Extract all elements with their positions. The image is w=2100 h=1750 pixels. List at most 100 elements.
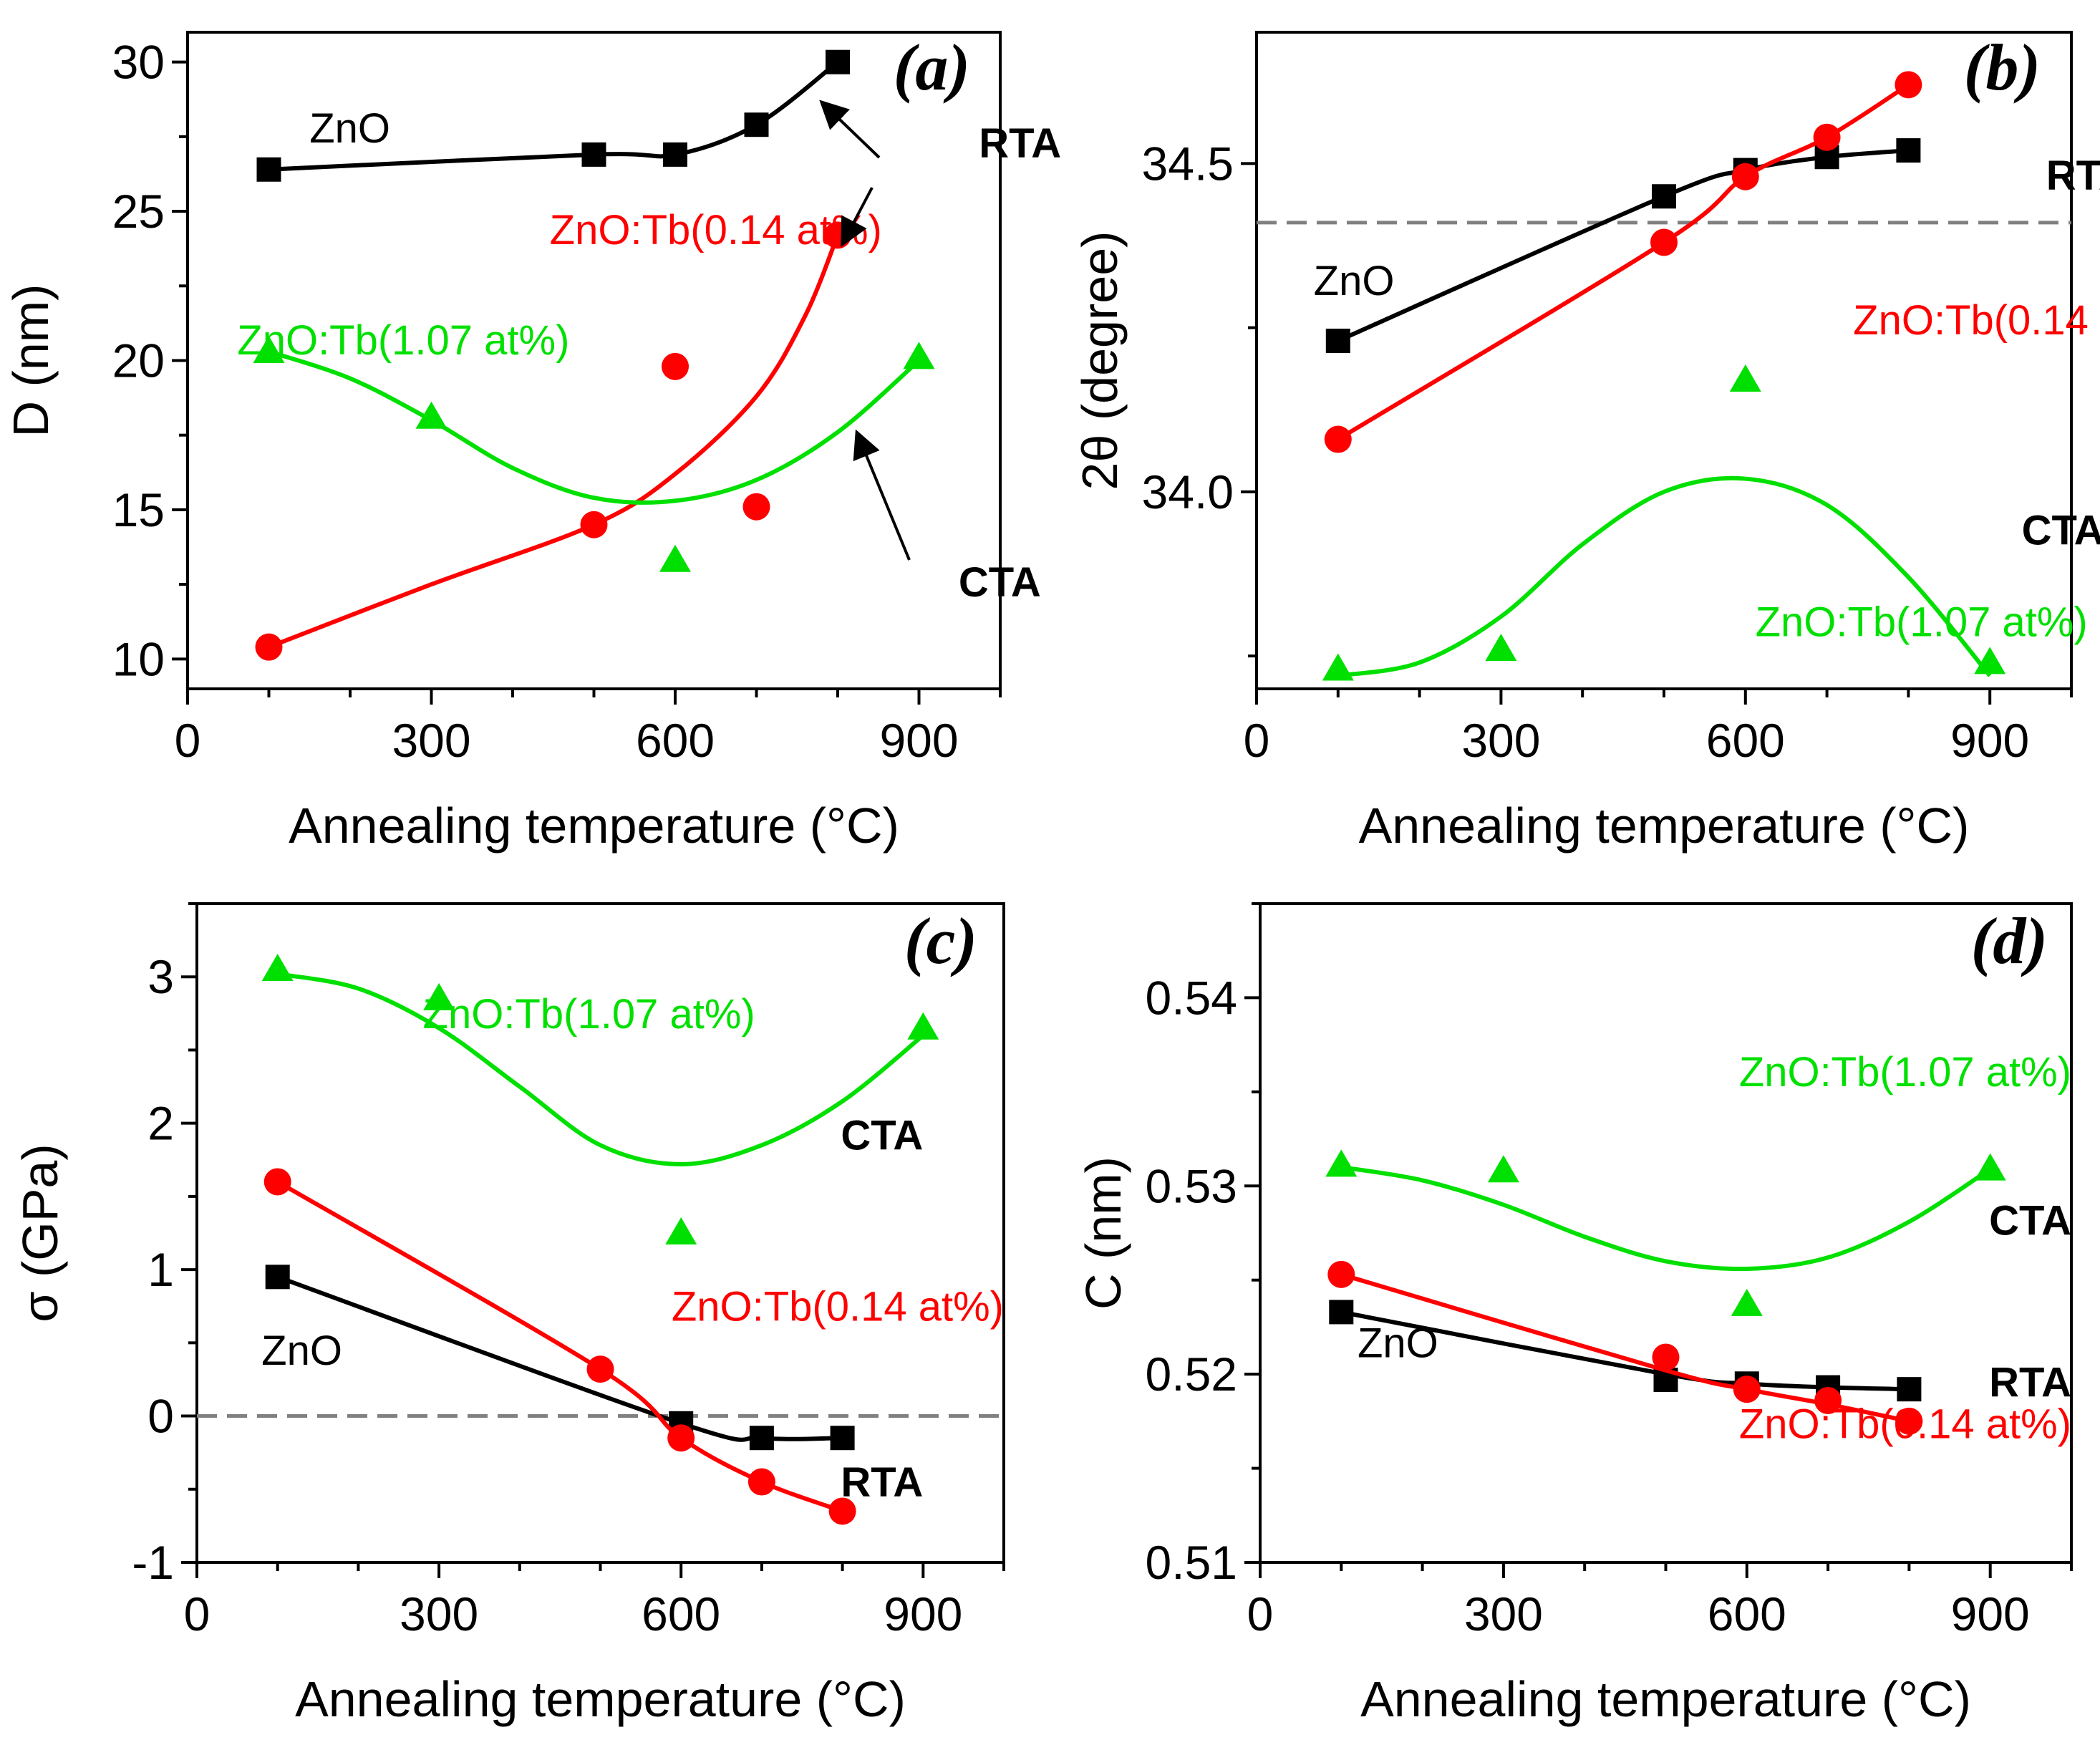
data-point xyxy=(828,1497,856,1525)
y-axis-title: 2θ (degree) xyxy=(1072,231,1128,490)
data-point xyxy=(742,493,770,521)
annotation-rta: RTA xyxy=(2046,153,2100,199)
data-point xyxy=(1652,1343,1680,1371)
data-point xyxy=(1325,1149,1358,1177)
annotation-cta: CTA xyxy=(1989,1198,2071,1244)
y-tick-label: 3 xyxy=(147,950,174,1003)
series-line xyxy=(1337,475,1992,678)
panel-b: 0 300 600 900 34.0 34.5 Annealing temperature … xyxy=(1072,31,2100,854)
x-tick-label: 300 xyxy=(1464,1587,1543,1640)
data-point xyxy=(744,112,769,137)
data-point xyxy=(1814,1386,1842,1414)
annotation-rta: RTA xyxy=(979,120,1061,167)
data-point xyxy=(1327,1260,1355,1288)
annotation-cta: CTA xyxy=(2022,507,2100,553)
data-point xyxy=(1895,1407,1923,1435)
annotation-zno-tb-1-07-at: ZnO:Tb(1.07 at%) xyxy=(237,317,569,364)
x-tick-label: 300 xyxy=(400,1587,478,1640)
data-point xyxy=(1895,71,1922,99)
data-point xyxy=(667,1424,695,1452)
annotation-zno: ZnO xyxy=(261,1328,342,1374)
annotation-rta: RTA xyxy=(841,1459,923,1506)
data-point xyxy=(1974,647,2006,675)
x-tick-label: 0 xyxy=(1247,1587,1274,1640)
series-line xyxy=(1337,148,1909,343)
y-tick-label: 0.54 xyxy=(1146,971,1237,1024)
series-zno-tb-0-14-at xyxy=(1327,1260,1923,1435)
data-point xyxy=(1974,1153,2006,1181)
panel-label: (c) xyxy=(904,904,977,977)
x-tick-label: 0 xyxy=(1244,714,1270,767)
data-point xyxy=(907,1012,939,1040)
plot-frame xyxy=(1255,31,2073,690)
data-point xyxy=(265,1265,290,1290)
data-point xyxy=(659,544,691,572)
data-point xyxy=(903,342,935,369)
series-zno-tb-1-07-at xyxy=(253,335,935,572)
x-axis-title: Annealing temperature (°C) xyxy=(1359,798,1970,854)
data-point xyxy=(1325,328,1350,353)
data-point xyxy=(586,1355,614,1383)
annotation-rta: RTA xyxy=(1989,1360,2071,1406)
data-point xyxy=(1731,163,1759,190)
data-point xyxy=(749,1426,774,1451)
data-point xyxy=(261,954,294,981)
annotation-zno-tb-0-14-at: ZnO:Tb(0.14 at%) xyxy=(1739,1401,2071,1448)
x-tick-label: 600 xyxy=(1706,714,1785,767)
data-point xyxy=(1652,184,1676,209)
y-tick-label: 15 xyxy=(112,483,165,536)
x-tick-label: 0 xyxy=(184,1587,211,1640)
data-point xyxy=(1324,425,1352,453)
annotation-zno: ZnO xyxy=(1314,258,1395,304)
data-point xyxy=(747,1468,775,1496)
x-tick-label: 300 xyxy=(392,714,470,767)
x-axis-title: Annealing temperature (°C) xyxy=(289,798,899,854)
data-point xyxy=(1322,653,1354,681)
annotation-zno-tb-1-07-at: ZnO:Tb(1.07 at%) xyxy=(423,991,755,1038)
x-tick-label: 900 xyxy=(879,714,958,767)
series-line xyxy=(268,60,839,172)
series-line xyxy=(1340,1165,1992,1272)
annotation-cta: CTA xyxy=(959,559,1041,606)
y-tick-label: 30 xyxy=(112,36,165,89)
series-line xyxy=(268,234,840,649)
y-axis-title: C (nm) xyxy=(1075,1156,1131,1310)
panel-label: (b) xyxy=(1964,31,2041,104)
panel-label: (a) xyxy=(894,31,970,104)
data-point xyxy=(580,511,608,538)
x-tick-label: 300 xyxy=(1461,714,1540,767)
series-zno-tb-1-07-at xyxy=(261,954,939,1244)
y-tick-label: 34.0 xyxy=(1142,465,1234,518)
annotation-cta: CTA xyxy=(841,1112,923,1159)
y-axis-title: D (nm) xyxy=(3,284,59,438)
y-tick-label: 1 xyxy=(147,1243,174,1296)
data-point xyxy=(1329,1300,1354,1325)
y-tick-label: 2 xyxy=(147,1097,174,1150)
x-tick-label: 0 xyxy=(175,714,201,767)
data-point xyxy=(1485,633,1517,661)
series-zno xyxy=(256,49,850,182)
annotation-zno-tb-1-07-at: ZnO:Tb(1.07 at%) xyxy=(1756,599,2088,646)
annotation-zno-tb-0-14-at: ZnO:Tb(0.14 at%) xyxy=(550,207,882,253)
y-tick-label: 34.5 xyxy=(1142,137,1234,190)
x-axis-title: Annealing temperature (°C) xyxy=(1360,1671,1971,1727)
data-point xyxy=(830,1426,855,1451)
annotation-arrow xyxy=(853,429,911,561)
annotation-zno: ZnO xyxy=(1358,1320,1438,1366)
panel-a: 0 300 600 900 10 15 20 25 30 Annealing temperatur… xyxy=(3,31,1061,854)
x-tick-label: 600 xyxy=(1708,1587,1786,1640)
data-point xyxy=(256,157,281,182)
series-line xyxy=(277,972,925,1166)
data-point xyxy=(1487,1155,1519,1183)
series-zno-tb-0-14-at xyxy=(1324,71,1922,453)
series-line xyxy=(268,349,921,505)
data-point xyxy=(253,335,285,363)
y-tick-label: 10 xyxy=(112,632,165,685)
data-point xyxy=(1650,228,1678,256)
series-line xyxy=(276,1179,843,1514)
data-point xyxy=(826,49,850,74)
annotation-zno-tb-0-14-at: ZnO:Tb(0.14 at%) xyxy=(1853,297,2100,344)
annotation-zno-tb-1-07-at: ZnO:Tb(1.07 at%) xyxy=(1739,1049,2071,1096)
data-point xyxy=(1729,364,1761,392)
